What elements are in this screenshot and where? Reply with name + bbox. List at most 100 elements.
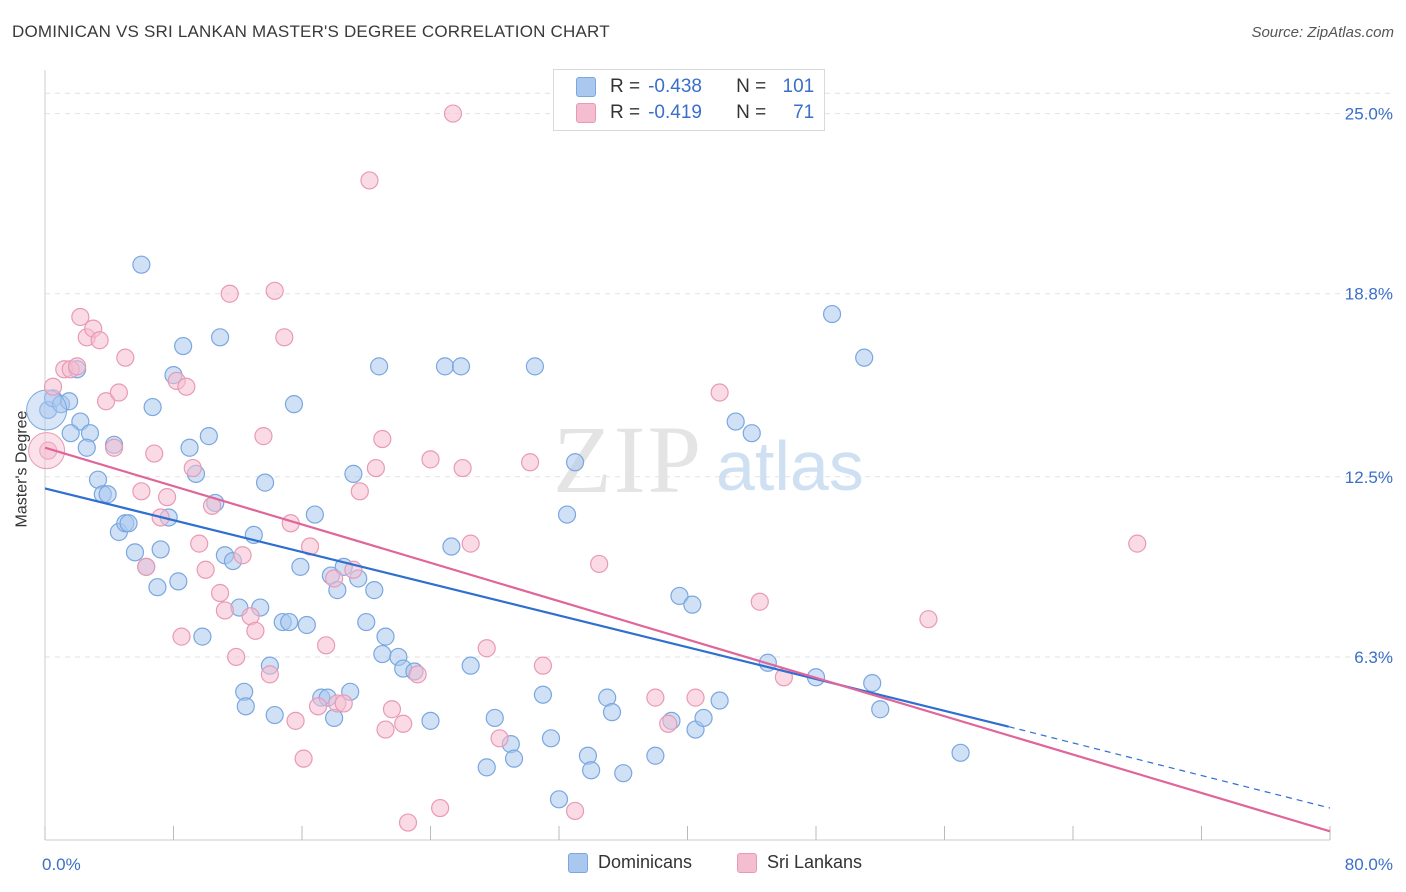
data-point — [119, 514, 138, 533]
data-point — [525, 357, 545, 376]
data-point — [305, 505, 324, 524]
data-point — [726, 412, 745, 431]
data-point — [421, 450, 440, 469]
data-point — [291, 557, 310, 576]
data-point — [520, 453, 540, 472]
legend-swatch-sri-lankans — [576, 103, 596, 123]
data-point — [297, 615, 316, 635]
legend-n-label: N = — [736, 76, 767, 97]
data-point — [71, 307, 90, 327]
data-point — [541, 729, 561, 748]
data-point — [98, 485, 117, 504]
data-point — [373, 429, 392, 449]
watermark: ZIP atlas — [553, 406, 864, 513]
legend-label-dominicans: Dominicans — [598, 852, 693, 872]
data-point — [394, 714, 413, 733]
legend-r-value: -0.438 — [648, 76, 702, 97]
data-point — [357, 612, 376, 632]
legend-row-sri-lankans: R = -0.419 N = 71 — [576, 101, 814, 125]
data-point — [148, 578, 167, 597]
data-point — [215, 601, 234, 620]
tick-labels: 6.3% 12.5% 18.8% 25.0% 0.0% 80.0% — [42, 105, 1393, 874]
data-point — [533, 685, 553, 704]
data-point — [151, 540, 170, 559]
data-point — [77, 438, 96, 457]
data-point — [316, 636, 336, 655]
data-point — [443, 104, 463, 123]
data-point — [360, 171, 379, 190]
y-tick-label: 18.8% — [1345, 285, 1393, 304]
data-point — [504, 749, 524, 768]
data-point — [549, 790, 569, 809]
data-point — [370, 357, 389, 376]
data-point — [220, 284, 239, 303]
data-point — [132, 255, 151, 274]
data-point — [177, 377, 196, 396]
data-point — [421, 711, 440, 730]
data-point — [490, 729, 509, 748]
data-point — [614, 764, 633, 783]
data-point — [582, 761, 601, 780]
data-point — [246, 621, 265, 640]
data-point — [646, 688, 665, 707]
data-point — [1128, 534, 1147, 553]
data-point — [96, 392, 116, 411]
data-point — [59, 392, 79, 411]
data-point — [366, 458, 385, 478]
data-point — [125, 543, 145, 562]
data-point — [461, 656, 480, 675]
data-point — [855, 348, 874, 367]
data-point — [822, 304, 842, 324]
data-point — [236, 697, 255, 716]
data-point — [325, 569, 344, 588]
data-point — [172, 627, 191, 646]
data-point — [431, 798, 450, 818]
data-point — [294, 749, 313, 768]
data-point — [694, 708, 713, 728]
data-point — [145, 444, 164, 463]
legend-label-sri-lankans: Sri Lankans — [767, 852, 863, 872]
data-point — [61, 424, 80, 443]
data-point — [43, 377, 63, 396]
data-point — [376, 720, 395, 739]
data-point-cluster — [26, 389, 68, 431]
data-point — [382, 700, 402, 719]
data-point — [373, 644, 392, 664]
legend-row-dominicans: R = -0.438 N = 101 — [576, 75, 814, 99]
data-point — [190, 534, 209, 553]
data-point — [461, 534, 480, 553]
data-point — [265, 705, 284, 725]
data-point — [344, 464, 363, 483]
data-point — [602, 703, 622, 722]
data-point — [408, 665, 427, 684]
data-point — [951, 743, 970, 762]
data-point — [435, 357, 455, 376]
data-point — [442, 537, 461, 556]
y-tick-label: 6.3% — [1354, 648, 1393, 667]
y-tick-label: 12.5% — [1345, 468, 1393, 487]
data-point — [157, 488, 177, 507]
source-label: Source: ZipAtlas.com — [1251, 24, 1394, 41]
data-point — [280, 612, 299, 632]
legend-n-label: N = — [736, 102, 767, 123]
data-point — [477, 758, 496, 777]
data-point — [565, 801, 585, 821]
data-point — [227, 647, 246, 667]
data-point — [183, 458, 202, 478]
data-point — [557, 505, 577, 524]
data-point — [683, 595, 702, 614]
data-point — [590, 554, 609, 574]
legend-r-value: -0.419 — [648, 102, 702, 123]
y-tick-label: 25.0% — [1345, 105, 1393, 124]
data-point — [284, 395, 304, 414]
chart-title: DOMINICAN VS SRI LANKAN MASTER'S DEGREE … — [12, 22, 610, 41]
data-point — [254, 427, 273, 446]
data-point-cluster — [28, 432, 66, 470]
trend-lines — [44, 446, 1331, 833]
data-point — [210, 328, 230, 347]
data-point — [116, 348, 135, 367]
data-point — [143, 397, 162, 417]
data-point — [233, 546, 252, 565]
data-point — [365, 581, 384, 600]
data-point — [132, 482, 151, 501]
